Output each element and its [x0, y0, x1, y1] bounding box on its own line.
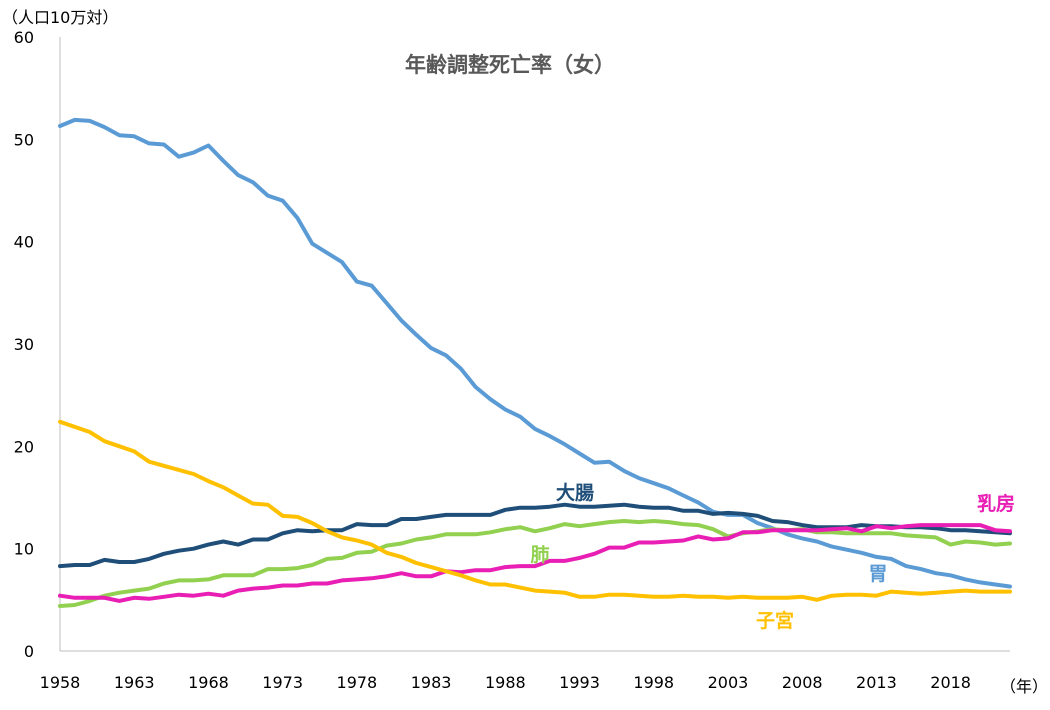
series-line: [58, 523, 1012, 603]
x-tick-label: 2008: [782, 673, 823, 692]
series-line: [58, 419, 1012, 602]
series-line: [58, 519, 1012, 608]
x-tick-label: 1993: [559, 673, 600, 692]
series-label: 乳房: [977, 492, 1015, 515]
series-label: 胃: [868, 563, 887, 585]
x-tick-label: 2013: [856, 673, 897, 692]
y-axis-label: （人口10万対）: [2, 8, 118, 27]
x-tick-label: 1983: [411, 673, 452, 692]
y-tick-label: 60: [14, 28, 34, 47]
x-tick-label: 1958: [40, 673, 81, 692]
chart-title: 年齢調整死亡率（女）: [405, 53, 615, 77]
series-line: [58, 117, 1012, 589]
x-tick-label: 2003: [708, 673, 749, 692]
x-tick-label: 1973: [262, 673, 303, 692]
y-tick-label: 50: [14, 130, 34, 149]
y-tick-label: 0: [24, 642, 34, 661]
x-tick-label: 1968: [188, 673, 229, 692]
series-line: [58, 502, 1012, 569]
y-tick-label: 30: [14, 335, 34, 354]
axes: 0 10 20 30 40 50 60 1958 1963 1968 1973 1978 1983 198…: [14, 28, 1010, 692]
series-label: 大腸: [556, 481, 594, 504]
series-label: 肺: [530, 544, 549, 566]
x-axis-label: （年）: [1000, 677, 1048, 696]
x-tick-label: 1963: [114, 673, 155, 692]
x-tick-label: 1998: [633, 673, 674, 692]
series-layer: [58, 117, 1012, 608]
series-label: 子宮: [756, 609, 794, 632]
x-tick-label: 2018: [930, 673, 971, 692]
y-tick-label: 20: [14, 437, 34, 456]
x-tick-label: 1988: [485, 673, 526, 692]
x-tick-label: 1978: [337, 673, 378, 692]
y-tick-label: 40: [14, 233, 34, 252]
y-tick-label: 10: [14, 540, 34, 559]
